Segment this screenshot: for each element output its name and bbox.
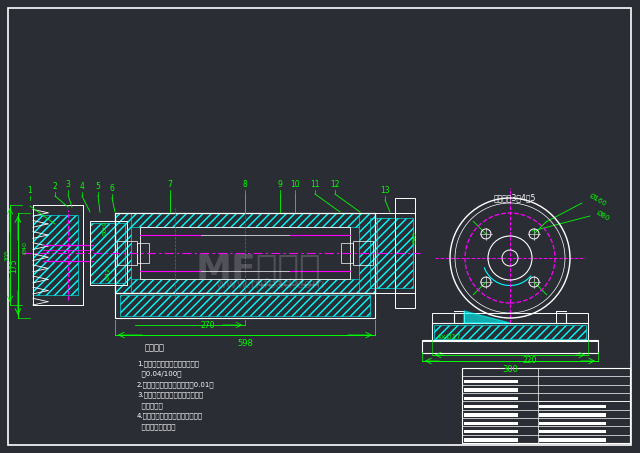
Bar — [90, 221, 127, 285]
Text: Ø0t9: Ø0t9 — [102, 220, 108, 236]
Bar — [341, 243, 353, 263]
Bar — [463, 439, 518, 442]
Text: 10: 10 — [290, 180, 300, 189]
Bar — [115, 213, 375, 227]
Bar — [120, 295, 370, 316]
Bar — [463, 413, 518, 416]
Bar — [463, 422, 518, 425]
Bar — [115, 293, 375, 318]
Text: 涂红色耕油油漆。: 涂红色耕油油漆。 — [137, 423, 175, 429]
Bar — [115, 213, 375, 293]
Text: 13: 13 — [380, 186, 390, 195]
Text: 技术要求: 技术要求 — [145, 343, 165, 352]
Bar — [395, 213, 415, 293]
Bar — [434, 325, 586, 339]
Bar — [395, 293, 415, 308]
Text: www.mfcad.com: www.mfcad.com — [215, 279, 325, 291]
Text: 12: 12 — [330, 180, 340, 189]
Text: 4×Ø17: 4×Ø17 — [437, 334, 461, 340]
Text: Ø80: Ø80 — [595, 210, 611, 222]
Bar — [395, 198, 415, 213]
Bar — [90, 223, 125, 283]
Text: 3.各配合、密封、螺钉连接处用润: 3.各配合、密封、螺钉连接处用润 — [137, 391, 204, 398]
Bar — [463, 380, 518, 383]
Text: 2.馓刀轴流的轴向窜动不大于0.01。: 2.馓刀轴流的轴向窜动不大于0.01。 — [137, 381, 214, 388]
Bar — [539, 430, 606, 433]
Text: 8: 8 — [243, 180, 248, 189]
Bar — [33, 215, 78, 295]
Text: Ø40: Ø40 — [413, 231, 417, 245]
Text: 4.未加工表面涂次色油漆，内表面: 4.未加工表面涂次色油漆，内表面 — [137, 413, 203, 419]
Bar — [115, 279, 375, 293]
Text: 拆去零件3、4、5: 拆去零件3、4、5 — [494, 193, 536, 202]
Bar — [463, 405, 518, 408]
Bar — [539, 439, 606, 442]
Text: 6: 6 — [109, 184, 115, 193]
Bar — [539, 405, 606, 408]
Text: 3: 3 — [65, 180, 70, 189]
Bar — [539, 422, 606, 425]
Bar — [359, 213, 375, 293]
Bar — [422, 340, 598, 353]
Bar — [140, 227, 350, 279]
Bar — [117, 241, 137, 265]
Bar — [539, 413, 606, 416]
Text: 5: 5 — [95, 182, 100, 191]
Text: Ø42: Ø42 — [106, 266, 111, 280]
Text: 300: 300 — [502, 365, 518, 374]
Text: 175: 175 — [10, 258, 19, 273]
Text: 9: 9 — [278, 180, 282, 189]
Bar — [432, 313, 588, 323]
Bar — [370, 218, 390, 288]
Text: 4: 4 — [79, 182, 84, 191]
Text: 598: 598 — [237, 339, 253, 348]
Bar — [462, 368, 630, 443]
Bar — [137, 243, 149, 263]
Bar — [463, 388, 518, 391]
Bar — [432, 323, 588, 341]
Text: Ø160: Ø160 — [588, 193, 607, 207]
Text: 7: 7 — [168, 180, 172, 189]
Text: 1.主轴轴线对底面平行度公差值: 1.主轴轴线对底面平行度公差值 — [137, 360, 199, 366]
Text: 1: 1 — [28, 186, 33, 195]
Bar — [463, 397, 518, 400]
Bar — [375, 213, 415, 293]
Text: MF沐风网: MF沐风网 — [195, 253, 321, 287]
Text: 2: 2 — [52, 182, 58, 191]
Bar — [353, 241, 373, 265]
Text: Ø40: Ø40 — [22, 241, 28, 255]
Bar — [463, 430, 518, 433]
Text: 270: 270 — [200, 321, 215, 329]
Bar — [115, 213, 131, 293]
Polygon shape — [464, 311, 510, 323]
Text: 220: 220 — [523, 356, 537, 365]
Bar — [377, 218, 413, 288]
Text: 为0.04/100。: 为0.04/100。 — [137, 371, 182, 377]
Text: 滑脂润滑。: 滑脂润滑。 — [137, 402, 163, 409]
Text: 11: 11 — [310, 180, 320, 189]
Text: 205: 205 — [4, 249, 10, 261]
